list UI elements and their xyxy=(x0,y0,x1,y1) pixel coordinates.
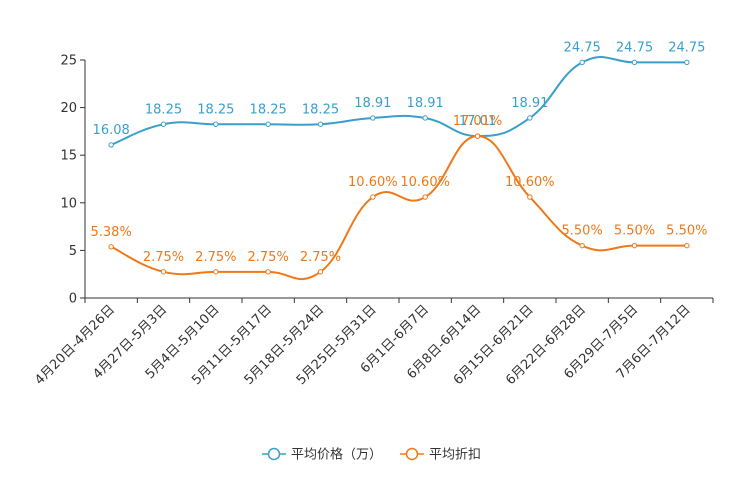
legend-item-2[interactable]: 平均折扣 xyxy=(400,448,481,463)
data-label: 2.75% xyxy=(143,250,184,265)
data-point[interactable] xyxy=(527,194,533,200)
series-layer xyxy=(108,56,690,281)
data-label: 17.01 xyxy=(459,114,496,129)
data-point[interactable] xyxy=(579,242,585,249)
legend[interactable]: 平均价格（万） 平均折扣 xyxy=(262,447,481,463)
y-tick-label: 15 xyxy=(60,149,77,164)
data-label: 2.75% xyxy=(300,250,341,265)
legend-marker xyxy=(267,447,281,461)
data-point[interactable] xyxy=(317,269,324,275)
data-label: 18.91 xyxy=(511,96,548,111)
data-point[interactable] xyxy=(474,133,481,139)
data-label: 18.25 xyxy=(302,102,339,117)
y-tick-label: 20 xyxy=(60,101,77,116)
data-point[interactable] xyxy=(370,115,376,121)
data-point[interactable] xyxy=(370,194,376,200)
data-label: 24.75 xyxy=(616,40,653,55)
data-label: 18.25 xyxy=(197,102,234,117)
legend-marker xyxy=(405,447,419,461)
data-point[interactable] xyxy=(160,269,167,275)
data-point[interactable] xyxy=(422,115,428,121)
data-point[interactable] xyxy=(579,59,585,66)
y-tick-label: 25 xyxy=(60,54,77,69)
data-labels: 16.08 18.25 18.25 18.25 18.25 18.91 18.91 17.01… xyxy=(91,40,708,264)
data-point[interactable] xyxy=(527,115,533,121)
data-label: 24.75 xyxy=(668,40,705,55)
data-label: 10.60% xyxy=(505,175,555,190)
legend-item-1[interactable]: 平均价格（万） xyxy=(262,447,382,463)
data-point[interactable] xyxy=(684,242,690,249)
y-tick-label: 5 xyxy=(69,244,77,259)
data-point[interactable] xyxy=(265,269,271,275)
y-tick-label: 10 xyxy=(60,196,77,211)
data-label: 2.75% xyxy=(248,250,289,265)
data-label: 18.91 xyxy=(354,96,391,111)
data-label: 5.50% xyxy=(562,224,603,239)
data-point[interactable] xyxy=(631,59,638,66)
data-point[interactable] xyxy=(160,121,167,127)
data-label: 18.25 xyxy=(250,102,287,117)
data-label: 17.01% xyxy=(453,114,503,129)
data-point[interactable] xyxy=(213,269,219,275)
data-point[interactable] xyxy=(684,59,690,66)
data-label: 24.75 xyxy=(564,40,601,55)
data-label: 5.50% xyxy=(614,224,655,239)
data-label: 5.50% xyxy=(666,224,707,239)
data-label: 18.91 xyxy=(407,96,444,111)
data-point[interactable] xyxy=(317,121,324,127)
data-label: 18.25 xyxy=(145,102,182,117)
data-label: 16.08 xyxy=(93,123,130,138)
data-point[interactable] xyxy=(265,121,271,127)
series-line-1 xyxy=(110,56,687,146)
data-point[interactable] xyxy=(631,242,638,249)
legend-label: 平均折扣 xyxy=(429,448,481,463)
data-point[interactable] xyxy=(108,244,114,250)
data-point[interactable] xyxy=(108,142,114,148)
data-label: 10.60% xyxy=(348,175,398,190)
data-point[interactable] xyxy=(213,121,219,127)
data-label: 10.60% xyxy=(400,175,450,190)
legend-label: 平均价格（万） xyxy=(291,447,382,463)
data-point[interactable] xyxy=(422,194,428,200)
data-label: 2.75% xyxy=(195,250,236,265)
y-tick-label: 0 xyxy=(69,292,77,307)
data-label: 5.38% xyxy=(91,225,132,240)
